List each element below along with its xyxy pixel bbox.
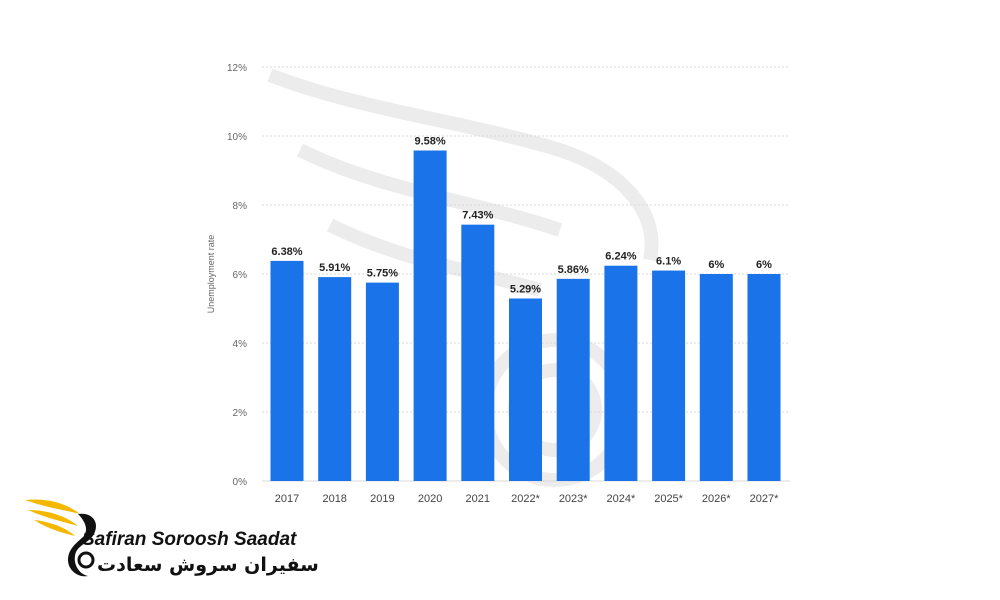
x-tick-label: 2017: [275, 493, 299, 505]
x-tick-label: 2025*: [654, 493, 683, 505]
y-axis-label: Unemployment rate: [206, 235, 216, 314]
data-label: 6.38%: [271, 246, 302, 258]
data-label: 5.86%: [558, 264, 589, 276]
data-label: 5.29%: [510, 283, 541, 295]
brand-name-persian: سفیران سروش سعادت: [97, 554, 319, 576]
bar: [270, 260, 304, 481]
x-tick-label: 2021: [466, 493, 490, 505]
bar: [604, 265, 638, 481]
x-tick-label: 2024*: [607, 493, 636, 505]
bar: [461, 224, 495, 482]
x-tick-label: 2026*: [702, 493, 731, 505]
bar: [699, 274, 733, 481]
x-tick-label: 2023*: [559, 493, 588, 505]
x-tick-label: 2019: [370, 493, 394, 505]
y-axis-ticks: 0% 2% 4% 6% 8% 10% 12%: [227, 63, 247, 488]
x-axis-ticks: 2017 2018 2019 2020 2021 2022* 2023* 2024* 2025*…: [275, 493, 779, 505]
brand-name-english: Safiran Soroosh Saadat: [82, 529, 297, 550]
bar: [413, 150, 447, 482]
y-tick-label: 4%: [233, 339, 248, 350]
y-tick-label: 2%: [233, 408, 248, 419]
data-labels: 6.38% 5.91% 5.75% 9.58% 7.43% 5.29% 5.86% 6.24%…: [271, 135, 772, 295]
y-tick-label: 0%: [233, 477, 248, 488]
x-tick-label: 2018: [322, 493, 346, 505]
bar: [509, 298, 542, 481]
data-label: 7.43%: [462, 210, 493, 222]
data-label: 5.91%: [319, 262, 350, 274]
bar: [365, 282, 399, 481]
x-tick-label: 2027*: [750, 493, 779, 505]
bars: [270, 150, 781, 482]
wing-icon: [25, 499, 97, 577]
y-tick-label: 6%: [233, 270, 248, 281]
data-label: 6.24%: [605, 251, 636, 263]
bar: [747, 274, 781, 481]
y-tick-label: 10%: [227, 132, 247, 143]
data-label: 6%: [708, 259, 724, 271]
bar: [318, 277, 352, 481]
y-tick-label: 12%: [227, 63, 247, 74]
y-tick-label: 8%: [233, 201, 248, 212]
data-label: 6.1%: [656, 256, 681, 268]
x-tick-label: 2022*: [511, 493, 540, 505]
data-label: 9.58%: [414, 135, 445, 147]
bar: [652, 270, 686, 481]
company-logo: [25, 499, 97, 577]
x-tick-label: 2020: [418, 493, 442, 505]
data-label: 6%: [756, 259, 772, 271]
data-label: 5.75%: [367, 268, 398, 280]
bar: [556, 278, 590, 481]
